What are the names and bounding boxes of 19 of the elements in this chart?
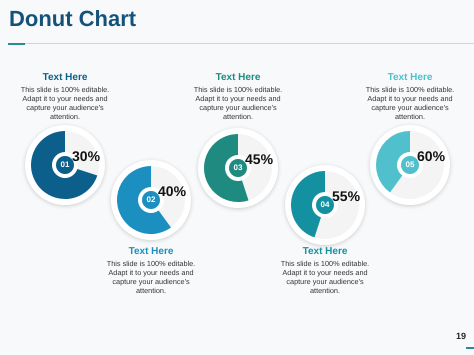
text: 40% [158, 183, 186, 199]
text: 05 [406, 160, 414, 169]
text: 60% [417, 148, 446, 164]
text: 01 [60, 160, 70, 169]
text: 19 [456, 331, 466, 341]
text: 03 [234, 163, 242, 172]
chart-title: Text Here [386, 72, 434, 83]
text: 04 [320, 200, 330, 209]
text: 02 [146, 195, 156, 204]
donut-slice [390, 131, 444, 199]
chart-title: Text Here [214, 72, 262, 83]
text: Text Here [302, 246, 348, 257]
text: 45% [245, 151, 274, 167]
text: Donut Chart [9, 6, 136, 32]
text: Text Here [128, 246, 174, 257]
text: 55% [332, 188, 360, 204]
donut-slice [314, 171, 359, 239]
chart-title: Text Here [42, 72, 88, 83]
text: 30% [72, 148, 100, 164]
